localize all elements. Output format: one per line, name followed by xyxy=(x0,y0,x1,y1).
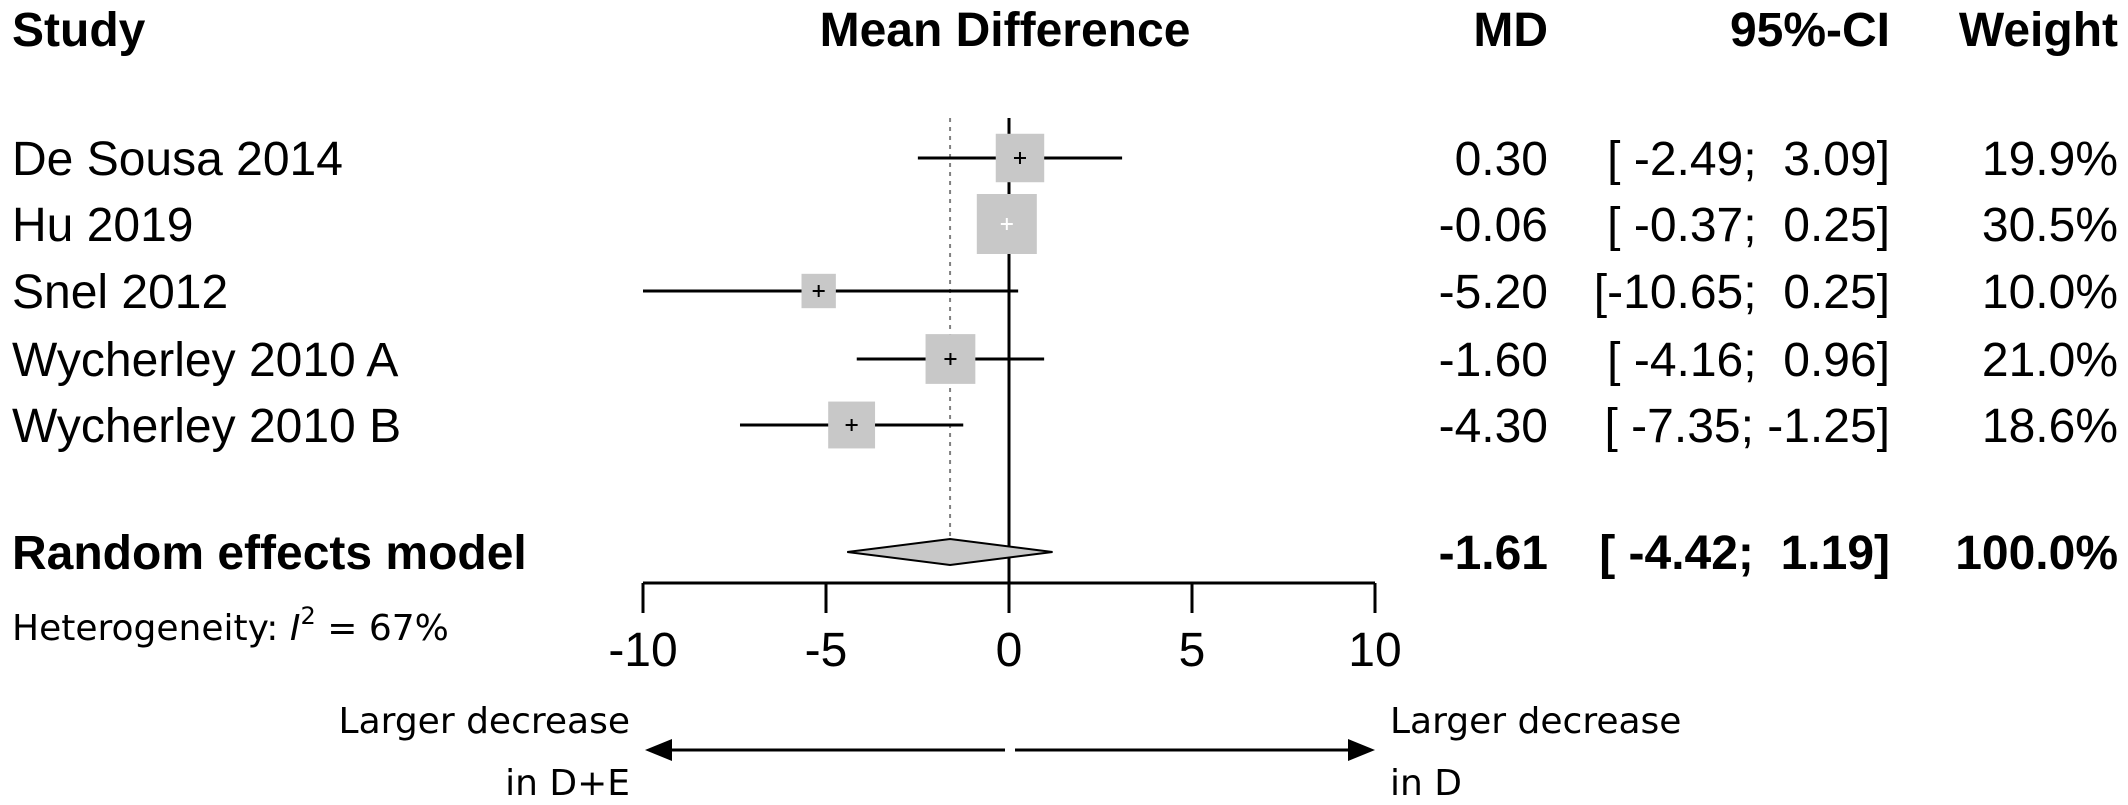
ci-value: [ -7.35; -1.25] xyxy=(1605,400,1891,453)
header-mean-difference: Mean Difference xyxy=(820,4,1191,57)
ci-value: [ -4.16; 0.96] xyxy=(1607,334,1890,387)
study-row: Hu 2019 -0.06 [ -0.37; 0.25] 30.5% xyxy=(12,194,2118,254)
direction-arrows xyxy=(645,739,1375,761)
x-axis: -10 -5 0 5 10 xyxy=(608,581,1402,677)
heterogeneity-value: = 67% xyxy=(316,608,449,649)
md-value: -4.30 xyxy=(1439,400,1548,453)
ci-value: [ -2.49; 3.09] xyxy=(1607,133,1890,186)
heterogeneity-prefix: Heterogeneity: xyxy=(12,608,290,649)
heterogeneity-symbol: I xyxy=(290,608,301,649)
heterogeneity-text: Heterogeneity: I2 = 67% xyxy=(12,602,449,649)
pooled-weight-value: 100.0% xyxy=(1955,527,2118,580)
axis-tick-label: -5 xyxy=(805,624,848,677)
study-row: Wycherley 2010 B -4.30 [ -7.35; -1.25] 18.6… xyxy=(12,400,2118,453)
heterogeneity-exponent: 2 xyxy=(300,602,315,630)
pooled-row: Random effects model -1.61 [ -4.42; 1.19] 1… xyxy=(12,527,2118,580)
ci-value: [ -0.37; 0.25] xyxy=(1607,199,1890,252)
header-study: Study xyxy=(12,4,146,57)
arrow-left-head xyxy=(645,739,672,761)
md-value: -5.20 xyxy=(1439,266,1548,319)
header-ci: 95%-CI xyxy=(1730,4,1890,57)
direction-right-line2: in D xyxy=(1390,763,1462,804)
arrow-right-head xyxy=(1348,739,1375,761)
md-value: -1.60 xyxy=(1439,334,1548,387)
header-weight: Weight xyxy=(1959,4,2118,57)
weight-value: 18.6% xyxy=(1982,400,2118,453)
direction-left-line2: in D+E xyxy=(505,763,630,804)
direction-right-line1: Larger decrease xyxy=(1390,701,1681,742)
md-value: -0.06 xyxy=(1439,199,1548,252)
study-name: Wycherley 2010 A xyxy=(12,334,398,387)
pooled-md-value: -1.61 xyxy=(1439,527,1548,580)
axis-tick-label: -10 xyxy=(608,624,677,677)
pooled-ci-value: [ -4.42; 1.19] xyxy=(1599,527,1890,580)
weight-value: 19.9% xyxy=(1982,133,2118,186)
study-name: Snel 2012 xyxy=(12,266,228,319)
study-name: Hu 2019 xyxy=(12,199,193,252)
study-row: Wycherley 2010 A -1.60 [ -4.16; 0.96] 21.0% xyxy=(12,334,2118,387)
study-rows: De Sousa 2014 0.30 [ -2.49; 3.09] 19.9% Hu 2… xyxy=(12,133,2118,453)
header-md: MD xyxy=(1473,4,1548,57)
weight-value: 10.0% xyxy=(1982,266,2118,319)
md-value: 0.30 xyxy=(1455,133,1548,186)
weight-value: 30.5% xyxy=(1982,199,2118,252)
study-name: Wycherley 2010 B xyxy=(12,400,401,453)
direction-left-line1: Larger decrease xyxy=(339,701,630,742)
study-row: Snel 2012 -5.20 [-10.65; 0.25] 10.0% xyxy=(12,266,2118,319)
axis-tick-label: 10 xyxy=(1348,624,1401,677)
pooled-name: Random effects model xyxy=(12,527,527,580)
ci-value: [-10.65; 0.25] xyxy=(1594,266,1890,319)
axis-tick-label: 0 xyxy=(996,624,1023,677)
study-row: De Sousa 2014 0.30 [ -2.49; 3.09] 19.9% xyxy=(12,133,2118,186)
weight-value: 21.0% xyxy=(1982,334,2118,387)
pooled-diamond xyxy=(847,537,1053,567)
study-name: De Sousa 2014 xyxy=(12,133,343,186)
axis-tick-label: 5 xyxy=(1179,624,1206,677)
